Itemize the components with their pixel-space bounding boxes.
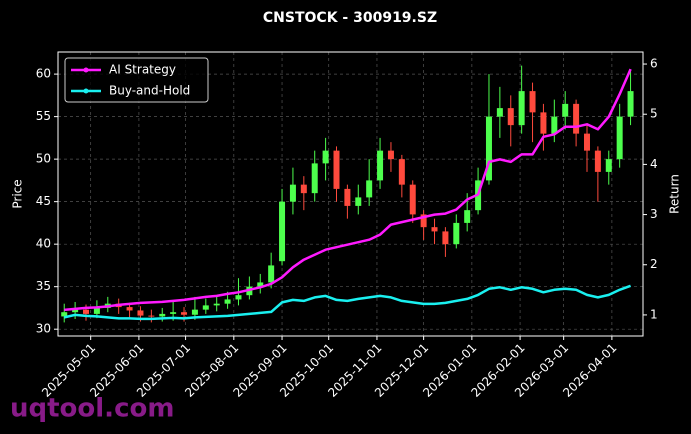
candle-body [126, 307, 133, 311]
candle-body [289, 184, 296, 202]
candle-body [148, 315, 155, 317]
candle-body [137, 310, 144, 316]
candle-body [235, 295, 242, 300]
candle-body [366, 180, 373, 198]
candle-body [518, 91, 525, 126]
line-series [64, 68, 632, 312]
candle-body [224, 299, 231, 304]
candle-body [333, 150, 340, 189]
y-tick-label: 30 [36, 322, 51, 336]
candle-body [191, 309, 198, 315]
candle-body [311, 163, 318, 194]
candle-body [300, 184, 307, 194]
legend-label: Buy-and-Hold [109, 84, 190, 98]
y-tick-label: 40 [36, 237, 51, 251]
candle-body [485, 116, 492, 181]
legend-marker [83, 88, 89, 94]
candle-body [496, 108, 503, 117]
candle-body [453, 222, 460, 245]
y-tick-label: 60 [36, 67, 51, 81]
y-tick-label: 45 [36, 194, 51, 208]
candle-body [61, 312, 68, 317]
candle-body [377, 150, 384, 181]
candle-body [431, 227, 438, 232]
candle-body [616, 116, 623, 160]
y2-tick-label: 3 [650, 207, 658, 221]
y2-tick-label: 2 [650, 257, 658, 271]
candle-body [181, 312, 188, 315]
legend-label: AI Strategy [109, 63, 176, 77]
legend-marker [83, 67, 89, 73]
candle-body [573, 103, 580, 134]
candle-body [344, 188, 351, 206]
candle-body [398, 159, 405, 185]
candle-body [159, 313, 166, 317]
y2-tick-label: 5 [650, 107, 658, 121]
y2-tick-label: 1 [650, 307, 658, 321]
line-series [63, 284, 632, 321]
candle-body [257, 282, 264, 287]
candle-body [72, 309, 79, 313]
candle-body [409, 184, 416, 215]
legend: AI Strategy Buy-and-Hold [64, 57, 209, 103]
watermark: uqtool.com [10, 394, 174, 424]
candle-body [583, 133, 590, 151]
y-tick-label: 55 [36, 109, 51, 123]
candle-body [202, 305, 209, 310]
candle-body [464, 210, 471, 223]
candle-body [594, 150, 601, 172]
y2-axis-label: Return [668, 174, 682, 214]
candle-body [627, 91, 634, 117]
candle-body [551, 116, 558, 134]
candle-body [387, 150, 394, 160]
y2-tick-label: 4 [650, 157, 658, 171]
y2-tick-label: 6 [650, 57, 658, 71]
candle-body [213, 303, 220, 306]
candle-body [507, 108, 514, 126]
candle-body [170, 312, 177, 314]
candle-body [93, 307, 100, 314]
chart-title: CNSTOCK - 300919.SZ [263, 10, 437, 26]
plot-frame [57, 51, 644, 337]
candle-body [420, 214, 427, 228]
candle-body [529, 91, 536, 113]
candle-body [268, 265, 275, 283]
candle-body [355, 197, 362, 206]
y-tick-label: 35 [36, 279, 51, 293]
candle-body [442, 231, 449, 245]
candle-body [562, 103, 569, 117]
candle-body [322, 150, 329, 164]
y-tick-label: 50 [36, 152, 51, 166]
candle-body [279, 201, 286, 262]
candle-body [605, 159, 612, 172]
candle-body [540, 112, 547, 134]
candle-body [83, 309, 90, 314]
y-axis-label: Price [11, 179, 25, 208]
